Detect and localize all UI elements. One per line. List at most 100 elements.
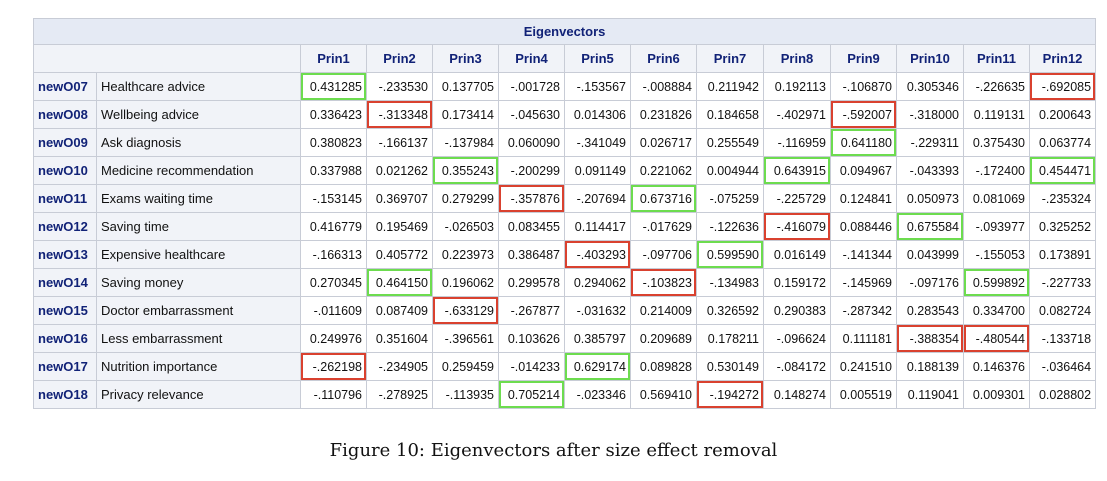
value-cell: -.075259: [696, 184, 764, 213]
value-cell: 0.336423: [300, 100, 367, 129]
highlighted-value-cell: 0.629174: [564, 352, 631, 381]
value-cell: -.172400: [963, 156, 1030, 185]
table-row: newO10 Medicine recommendation 0.337988 0.0…: [33, 156, 1097, 185]
table-row: newO14 Saving money 0.270345 0.464150 0.1960…: [33, 268, 1097, 297]
value-cell: -.122636: [696, 212, 764, 241]
value-cell: 0.043999: [896, 240, 964, 269]
value-cell: 0.192113: [763, 72, 831, 101]
value-cell: -.134983: [696, 268, 764, 297]
value-cell: -.153567: [564, 72, 631, 101]
row-variable-label: Saving time: [96, 212, 301, 241]
value-cell: 0.063774: [1028, 128, 1097, 157]
column-header: Prin7: [696, 44, 764, 73]
column-header: Prin10: [896, 44, 964, 73]
value-cell: 0.004944: [696, 156, 764, 185]
value-cell: 0.081069: [963, 184, 1030, 213]
value-cell: -.026503: [432, 212, 499, 241]
value-cell: -.233530: [366, 72, 433, 101]
row-variable-id: newO07: [33, 72, 97, 101]
row-variable-id: newO17: [33, 352, 97, 381]
value-cell: -.318000: [896, 100, 964, 129]
column-header: Prin2: [366, 44, 433, 73]
eigenvector-table: Eigenvectors Prin1 Prin2 Prin3 Prin4 Prin5 Pr…: [32, 18, 1097, 409]
value-cell: 0.305346: [896, 72, 964, 101]
value-cell: 0.405772: [366, 240, 433, 269]
highlighted-value-cell: 0.599892: [963, 268, 1030, 297]
value-cell: 0.124841: [830, 184, 897, 213]
value-cell: -.166313: [300, 240, 367, 269]
value-cell: 0.159172: [763, 268, 831, 297]
value-cell: -.145969: [830, 268, 897, 297]
value-cell: -.141344: [830, 240, 897, 269]
value-cell: 0.088446: [830, 212, 897, 241]
value-cell: -.225729: [763, 184, 831, 213]
value-cell: 0.334700: [963, 296, 1030, 325]
value-cell: 0.111181: [830, 324, 897, 353]
highlighted-value-cell: 0.705214: [498, 380, 565, 409]
highlighted-value-cell: -.194272: [696, 380, 764, 409]
value-cell: 0.209689: [630, 324, 697, 353]
value-cell: -.014233: [498, 352, 565, 381]
header-blank: [33, 44, 301, 73]
value-cell: 0.283543: [896, 296, 964, 325]
row-variable-label: Privacy relevance: [96, 380, 301, 409]
value-cell: 0.148274: [763, 380, 831, 409]
row-variable-id: newO16: [33, 324, 97, 353]
value-cell: -.166137: [366, 128, 433, 157]
value-cell: 0.259459: [432, 352, 499, 381]
table-body: newO07 Healthcare advice 0.431285 -.233530 0…: [33, 72, 1097, 409]
table-row: newO08 Wellbeing advice 0.336423 -.313348 0.…: [33, 100, 1097, 129]
value-cell: 0.196062: [432, 268, 499, 297]
table-row: newO16 Less embarrassment 0.249976 0.351604…: [33, 324, 1097, 353]
highlighted-value-cell: -.633129: [432, 296, 499, 325]
value-cell: 0.005519: [830, 380, 897, 409]
value-cell: 0.009301: [963, 380, 1030, 409]
highlighted-value-cell: 0.675584: [896, 212, 964, 241]
value-cell: 0.103626: [498, 324, 565, 353]
value-cell: 0.214009: [630, 296, 697, 325]
value-cell: -.287342: [830, 296, 897, 325]
value-cell: -.153145: [300, 184, 367, 213]
value-cell: -.278925: [366, 380, 433, 409]
row-variable-id: newO09: [33, 128, 97, 157]
row-variable-label: Nutrition importance: [96, 352, 301, 381]
value-cell: -.043393: [896, 156, 964, 185]
highlighted-value-cell: 0.643915: [763, 156, 831, 185]
row-variable-id: newO15: [33, 296, 97, 325]
value-cell: -.110796: [300, 380, 367, 409]
value-cell: -.093977: [963, 212, 1030, 241]
highlighted-value-cell: -.262198: [300, 352, 367, 381]
value-cell: 0.184658: [696, 100, 764, 129]
value-cell: 0.091149: [564, 156, 631, 185]
value-cell: -.106870: [830, 72, 897, 101]
value-cell: 0.089828: [630, 352, 697, 381]
value-cell: -.229311: [896, 128, 964, 157]
value-cell: -.113935: [432, 380, 499, 409]
row-variable-label: Doctor embarrassment: [96, 296, 301, 325]
table-row: newO12 Saving time 0.416779 0.195469 -.02650…: [33, 212, 1097, 241]
value-cell: 0.188139: [896, 352, 964, 381]
column-header: Prin11: [963, 44, 1030, 73]
value-cell: 0.200643: [1028, 100, 1097, 129]
value-cell: -.097176: [896, 268, 964, 297]
highlighted-value-cell: 0.641180: [830, 128, 897, 157]
value-cell: 0.050973: [896, 184, 964, 213]
value-cell: 0.082724: [1028, 296, 1097, 325]
column-header: Prin5: [564, 44, 631, 73]
value-cell: -.155053: [963, 240, 1030, 269]
value-cell: 0.094967: [830, 156, 897, 185]
value-cell: 0.249976: [300, 324, 367, 353]
table-row: newO13 Expensive healthcare -.166313 0.4057…: [33, 240, 1097, 269]
highlighted-value-cell: 0.355243: [432, 156, 499, 185]
value-cell: 0.294062: [564, 268, 631, 297]
row-variable-label: Less embarrassment: [96, 324, 301, 353]
row-variable-id: newO12: [33, 212, 97, 241]
value-cell: 0.369707: [366, 184, 433, 213]
value-cell: 0.173414: [432, 100, 499, 129]
row-variable-label: Healthcare advice: [96, 72, 301, 101]
value-cell: 0.173891: [1028, 240, 1097, 269]
table-row: newO11 Exams waiting time -.153145 0.369707…: [33, 184, 1097, 213]
highlighted-value-cell: -.403293: [564, 240, 631, 269]
highlighted-value-cell: -.416079: [763, 212, 831, 241]
value-cell: 0.195469: [366, 212, 433, 241]
